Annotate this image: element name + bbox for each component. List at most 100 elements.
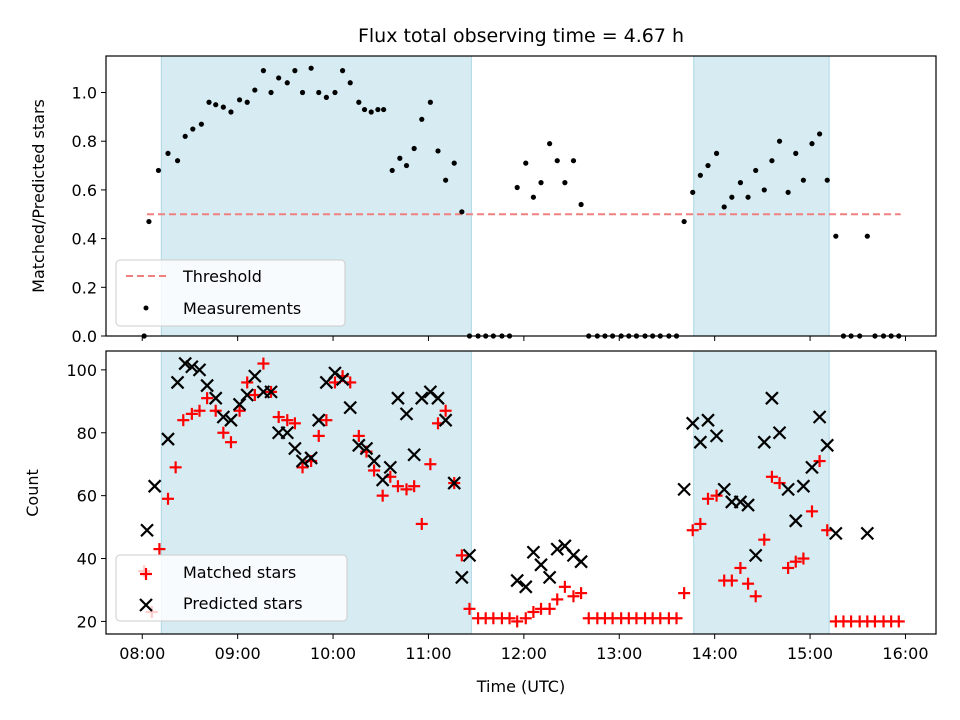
measurement-point <box>276 75 281 80</box>
measurement-point <box>165 151 170 156</box>
x-tick-label: 15:00 <box>787 644 833 663</box>
measurement-point <box>714 151 719 156</box>
measurement-point <box>375 107 380 112</box>
measurement-point <box>146 219 151 224</box>
measurement-point <box>777 139 782 144</box>
measurement-point <box>690 190 695 195</box>
legend-label-measurements: Measurements <box>183 299 301 318</box>
measurement-point <box>562 180 567 185</box>
y-tick-label: 80 <box>77 424 97 443</box>
measurement-point <box>183 134 188 139</box>
measurement-point <box>261 68 266 73</box>
measurement-point <box>809 141 814 146</box>
measurement-point <box>745 195 750 200</box>
measurements-legend-swatch <box>144 306 149 311</box>
measurement-point <box>362 107 367 112</box>
measurement-point <box>817 131 822 136</box>
x-tick-label: 16:00 <box>882 644 928 663</box>
y-tick-label: 60 <box>77 487 97 506</box>
measurement-point <box>698 173 703 178</box>
measurement-point <box>404 163 409 168</box>
measurement-point <box>786 190 791 195</box>
measurement-point <box>369 109 374 114</box>
x-tick-label: 11:00 <box>405 644 451 663</box>
measurement-point <box>206 100 211 105</box>
measurement-point <box>538 180 543 185</box>
measurement-point <box>555 158 560 163</box>
bottom-legend: Matched stars Predicted stars <box>116 555 347 621</box>
top-y-axis-label: Matched/Predicted stars <box>29 99 48 293</box>
chart-title: Flux total observing time = 4.67 h <box>358 25 684 47</box>
measurement-point <box>292 68 297 73</box>
measurement-point <box>381 107 386 112</box>
legend-label-threshold: Threshold <box>182 267 262 286</box>
shaded-region <box>694 56 829 336</box>
x-tick-label: 13:00 <box>596 644 642 663</box>
measurement-point <box>221 105 226 110</box>
y-tick-label: 0.0 <box>72 327 97 346</box>
measurement-point <box>443 178 448 183</box>
y-tick-label: 40 <box>77 550 97 569</box>
measurement-point <box>825 178 830 183</box>
measurement-point <box>682 219 687 224</box>
measurement-point <box>865 234 870 239</box>
measurement-point <box>435 148 440 153</box>
measurement-point <box>213 102 218 107</box>
measurement-point <box>268 90 273 95</box>
x-tick-label: 12:00 <box>501 644 547 663</box>
measurement-point <box>571 158 576 163</box>
measurement-point <box>769 158 774 163</box>
measurement-point <box>801 178 806 183</box>
measurement-point <box>348 80 353 85</box>
measurement-point <box>390 168 395 173</box>
measurement-point <box>547 141 552 146</box>
measurement-point <box>175 158 180 163</box>
measurement-point <box>531 195 536 200</box>
y-tick-label: 20 <box>77 612 97 631</box>
measurement-point <box>459 209 464 214</box>
measurement-point <box>316 90 321 95</box>
y-tick-label: 0.6 <box>72 181 97 200</box>
measurement-point <box>762 187 767 192</box>
measurement-point <box>428 100 433 105</box>
measurement-point <box>705 163 710 168</box>
x-axis-label: Time (UTC) <box>476 677 565 696</box>
measurement-point <box>156 168 161 173</box>
measurement-point <box>452 161 457 166</box>
y-tick-label: 0.2 <box>72 278 97 297</box>
measurement-point <box>228 109 233 114</box>
x-tick-label: 08:00 <box>119 644 165 663</box>
y-tick-label: 0.4 <box>72 230 97 249</box>
x-tick-label: 09:00 <box>215 644 261 663</box>
measurement-point <box>523 161 528 166</box>
bottom-y-axis-label: Count <box>23 469 42 517</box>
measurement-point <box>324 95 329 100</box>
measurement-point <box>309 66 314 71</box>
y-tick-label: 1.0 <box>72 84 97 103</box>
measurement-point <box>356 100 361 105</box>
x-tick-label: 14:00 <box>692 644 738 663</box>
measurement-point <box>793 151 798 156</box>
measurement-point <box>397 156 402 161</box>
top-legend: Threshold Measurements <box>116 260 345 326</box>
measurement-point <box>738 180 743 185</box>
legend-label-matched-stars: Matched stars <box>183 563 296 582</box>
legend-label-predicted-stars: Predicted stars <box>183 594 303 613</box>
measurement-point <box>729 195 734 200</box>
y-tick-label: 100 <box>66 361 97 380</box>
measurement-point <box>245 100 250 105</box>
x-tick-label: 10:00 <box>310 644 356 663</box>
measurement-point <box>833 234 838 239</box>
measurement-point <box>340 68 345 73</box>
measurement-point <box>199 122 204 127</box>
measurement-point <box>285 80 290 85</box>
measurement-point <box>237 97 242 102</box>
measurement-point <box>300 90 305 95</box>
measurement-point <box>579 202 584 207</box>
measurement-point <box>190 126 195 131</box>
y-tick-label: 0.8 <box>72 132 97 151</box>
measurement-point <box>412 146 417 151</box>
figure: Flux total observing time = 4.67 h 0.0 0.… <box>0 0 960 720</box>
measurement-point <box>753 168 758 173</box>
measurement-point <box>515 185 520 190</box>
